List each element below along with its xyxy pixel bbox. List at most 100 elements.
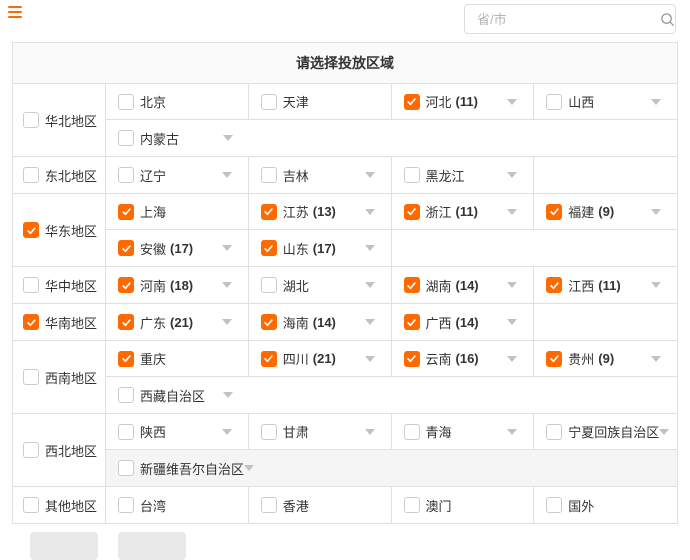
province-checkbox[interactable] [118, 387, 134, 403]
region-checkbox[interactable] [23, 497, 39, 513]
province-checkbox[interactable] [403, 314, 420, 330]
province-label: 山西 [568, 95, 595, 110]
region-checkbox[interactable] [23, 222, 39, 238]
chevron-down-icon[interactable] [507, 98, 518, 105]
chevron-down-icon[interactable] [221, 245, 232, 251]
chevron-down-icon[interactable] [507, 282, 518, 288]
region-checkbox[interactable] [23, 277, 39, 293]
province-cell: 广东 (21) [106, 304, 249, 340]
chevron-down-icon[interactable] [221, 172, 232, 178]
province-checkbox[interactable] [546, 93, 563, 110]
province-checkbox[interactable] [403, 497, 420, 513]
chevron-down-icon[interactable] [244, 465, 255, 471]
search-input[interactable] [465, 11, 659, 27]
province-checkbox[interactable] [260, 314, 277, 330]
search-icon[interactable] [659, 12, 675, 27]
province-checkbox[interactable] [546, 497, 563, 513]
chevron-down-icon[interactable] [364, 172, 375, 178]
province-checkbox[interactable] [118, 314, 134, 330]
chevron-down-icon[interactable] [222, 135, 233, 141]
province-cell: 湖北 [249, 267, 392, 303]
province-checkbox[interactable] [260, 167, 277, 183]
menu-icon[interactable] [8, 6, 22, 21]
province-cell: 河南 (18) [106, 267, 249, 303]
province-cell: 安徽 (17) [106, 230, 249, 266]
chevron-down-icon[interactable] [507, 208, 518, 215]
province-checkbox[interactable] [260, 93, 277, 110]
province-checkbox[interactable] [546, 423, 563, 440]
footer-button[interactable] [118, 532, 186, 560]
chevron-down-icon[interactable] [507, 319, 518, 325]
chevron-down-icon[interactable] [222, 392, 233, 398]
province-checkbox[interactable] [118, 130, 134, 146]
province-line: 台湾 香港 澳门 国外 [106, 487, 677, 523]
province-checkbox[interactable] [118, 203, 134, 220]
province-checkbox[interactable] [403, 93, 420, 110]
chevron-down-icon[interactable] [221, 428, 232, 435]
province-checkbox[interactable] [546, 277, 563, 293]
province-checkbox[interactable] [260, 203, 277, 220]
chevron-down-icon[interactable] [651, 355, 661, 362]
city-count: (13) [312, 204, 336, 219]
region-checkbox[interactable] [23, 442, 39, 458]
province-checkbox[interactable] [403, 350, 420, 367]
chevron-down-icon[interactable] [221, 282, 232, 288]
province-label: 国外 [568, 498, 595, 514]
province-area: 辽宁 吉林 黑龙江 [106, 157, 677, 193]
region-checkbox[interactable] [23, 369, 39, 385]
chevron-down-icon[interactable] [651, 282, 661, 288]
province-label: 辽宁 [140, 168, 167, 184]
empty-cell [249, 377, 677, 413]
province-checkbox[interactable] [403, 167, 420, 183]
province-checkbox[interactable] [118, 497, 134, 513]
province-checkbox[interactable] [260, 497, 277, 513]
province-checkbox[interactable] [260, 423, 277, 440]
chevron-down-icon[interactable] [651, 208, 661, 215]
region-row: 华北地区 北京 天津 河北 (11) 山西 内蒙古 [13, 84, 677, 157]
region-group-cell: 其他地区 [13, 487, 106, 523]
chevron-down-icon[interactable] [364, 319, 375, 325]
province-checkbox[interactable] [118, 350, 134, 367]
province-checkbox[interactable] [546, 203, 563, 220]
region-row: 华东地区 上海 江苏 (13) 浙江 (11) 福建 (9) 安徽 (17) 山东 (17) [13, 194, 677, 267]
chevron-down-icon[interactable] [364, 282, 375, 288]
province-checkbox[interactable] [260, 277, 277, 293]
chevron-down-icon[interactable] [364, 428, 375, 435]
province-checkbox[interactable] [403, 423, 420, 440]
chevron-down-icon[interactable] [651, 98, 661, 105]
province-checkbox[interactable] [118, 167, 134, 183]
province-label: 云南 [425, 352, 452, 367]
province-checkbox[interactable] [260, 240, 277, 256]
chevron-down-icon[interactable] [507, 172, 518, 178]
chevron-down-icon[interactable] [507, 428, 518, 435]
search-box [464, 4, 676, 34]
province-line: 北京 天津 河北 (11) 山西 [106, 84, 677, 120]
province-label: 广东 [140, 315, 167, 331]
region-checkbox[interactable] [23, 112, 39, 128]
region-checkbox[interactable] [23, 167, 39, 183]
province-checkbox[interactable] [260, 350, 277, 367]
province-checkbox[interactable] [403, 277, 420, 293]
checkmark-icon [407, 355, 416, 363]
chevron-down-icon[interactable] [364, 208, 375, 215]
chevron-down-icon[interactable] [364, 245, 375, 251]
footer-button[interactable] [30, 532, 98, 560]
chevron-down-icon[interactable] [659, 428, 670, 435]
province-checkbox[interactable] [118, 460, 134, 476]
chevron-down-icon[interactable] [364, 355, 375, 362]
province-cell: 浙江 (11) [392, 194, 535, 229]
chevron-down-icon[interactable] [507, 355, 518, 362]
province-checkbox[interactable] [118, 277, 134, 293]
province-line: 陕西 甘肃 青海 宁夏回族自治区 [106, 414, 677, 450]
province-checkbox[interactable] [118, 423, 134, 440]
province-checkbox[interactable] [546, 350, 563, 367]
province-line: 上海 江苏 (13) 浙江 (11) 福建 (9) [106, 194, 677, 230]
province-checkbox[interactable] [118, 93, 134, 110]
province-label: 青海 [425, 425, 452, 440]
region-checkbox[interactable] [23, 314, 39, 330]
province-line: 内蒙古 [106, 120, 677, 156]
province-checkbox[interactable] [403, 203, 420, 220]
province-line: 安徽 (17) 山东 (17) [106, 230, 677, 266]
province-checkbox[interactable] [118, 240, 134, 256]
chevron-down-icon[interactable] [221, 319, 232, 325]
